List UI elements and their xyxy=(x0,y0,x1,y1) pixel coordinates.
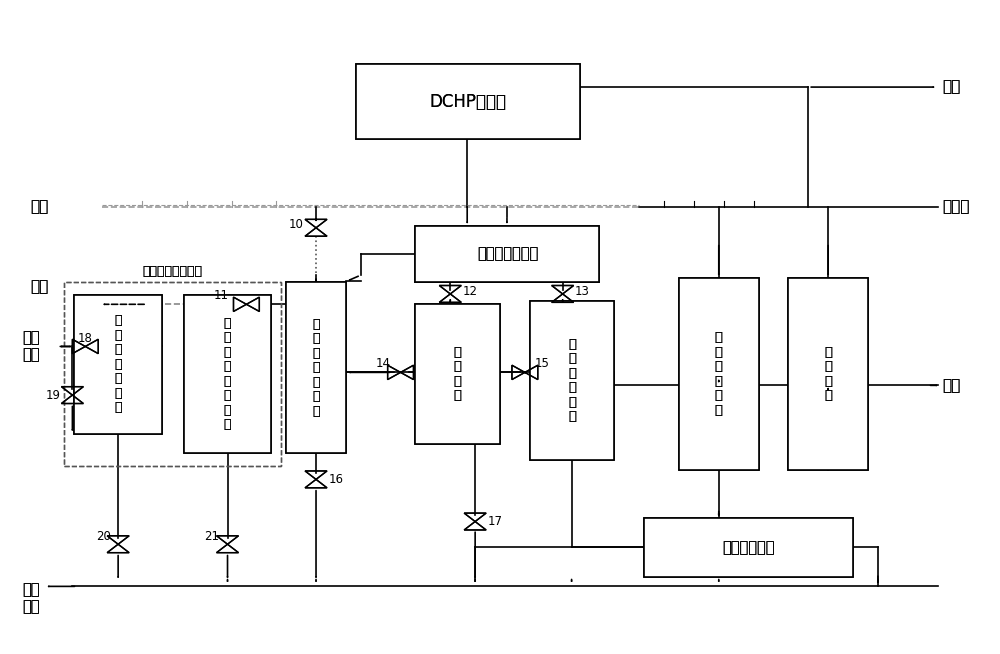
Text: 供热
回水: 供热 回水 xyxy=(23,330,40,363)
FancyBboxPatch shape xyxy=(74,294,162,434)
FancyBboxPatch shape xyxy=(679,279,759,470)
Text: 供冷: 供冷 xyxy=(943,378,961,393)
Text: 供热: 供热 xyxy=(31,279,49,294)
Text: 楼宇生活热水装置: 楼宇生活热水装置 xyxy=(143,266,203,279)
Text: 生
活
热
水
保
温
池: 生 活 热 水 保 温 池 xyxy=(114,315,122,414)
Text: 供热: 供热 xyxy=(31,279,49,294)
Text: 压
缩
式
制
冷
机: 压 缩 式 制 冷 机 xyxy=(715,332,723,417)
Text: 热网: 热网 xyxy=(31,199,49,215)
Text: 微网: 微网 xyxy=(943,80,961,95)
Text: 高温汽水换热器: 高温汽水换热器 xyxy=(477,247,538,262)
FancyBboxPatch shape xyxy=(644,518,853,577)
FancyBboxPatch shape xyxy=(74,294,162,434)
FancyBboxPatch shape xyxy=(356,64,580,139)
Text: 生活
热水: 生活 热水 xyxy=(23,582,40,614)
Text: 14: 14 xyxy=(376,358,391,370)
Text: 冰
蓄
冷
机: 冰 蓄 冷 机 xyxy=(824,346,832,402)
Text: 15: 15 xyxy=(535,358,550,370)
FancyBboxPatch shape xyxy=(415,304,500,443)
Text: 18: 18 xyxy=(78,332,93,345)
Text: 21: 21 xyxy=(205,530,220,543)
Text: 低温余热锅炉: 低温余热锅炉 xyxy=(722,540,775,555)
Text: 高温汽水换热器: 高温汽水换热器 xyxy=(477,247,538,262)
FancyBboxPatch shape xyxy=(530,301,614,460)
Text: 供热
回水: 供热 回水 xyxy=(23,330,40,363)
Text: 溴
化
锂
制
冷
机: 溴 化 锂 制 冷 机 xyxy=(568,337,576,423)
Text: 蓄
热
装
置: 蓄 热 装 置 xyxy=(454,346,462,402)
FancyBboxPatch shape xyxy=(679,279,759,470)
Text: 供冷: 供冷 xyxy=(943,378,961,393)
Text: 热网: 热网 xyxy=(31,199,49,215)
FancyBboxPatch shape xyxy=(356,64,580,139)
Text: 10: 10 xyxy=(288,218,303,231)
Text: 压
缩
式
制
冷
机: 压 缩 式 制 冷 机 xyxy=(715,332,723,417)
Text: 20: 20 xyxy=(96,530,111,543)
Text: 蓄
热
装
置: 蓄 热 装 置 xyxy=(454,346,462,402)
Text: 12: 12 xyxy=(462,286,477,298)
Text: 溴
化
锂
制
冷
机: 溴 化 锂 制 冷 机 xyxy=(568,337,576,423)
Text: 楼宇生活热水装置: 楼宇生活热水装置 xyxy=(143,266,203,279)
Text: 低温余热锅炉: 低温余热锅炉 xyxy=(722,540,775,555)
Text: 中
温
汽
水
换
热
器: 中 温 汽 水 换 热 器 xyxy=(312,318,320,417)
Text: 生活
热水: 生活 热水 xyxy=(23,582,40,614)
Text: 13: 13 xyxy=(575,286,589,298)
FancyBboxPatch shape xyxy=(184,294,271,453)
FancyBboxPatch shape xyxy=(530,301,614,460)
Text: DCHP能源站: DCHP能源站 xyxy=(429,93,506,111)
FancyBboxPatch shape xyxy=(286,282,346,453)
Text: 中
温
汽
水
换
热
器: 中 温 汽 水 换 热 器 xyxy=(312,318,320,417)
Text: 太
阳
能
集
热
热
水
器: 太 阳 能 集 热 热 水 器 xyxy=(224,317,231,431)
FancyBboxPatch shape xyxy=(788,279,868,470)
Text: 生
活
热
水
保
温
池: 生 活 热 水 保 温 池 xyxy=(114,315,122,414)
FancyBboxPatch shape xyxy=(415,226,599,282)
Text: 19: 19 xyxy=(45,388,60,402)
Text: 微网: 微网 xyxy=(943,80,961,95)
Text: 冰
蓄
冷
机: 冰 蓄 冷 机 xyxy=(824,346,832,402)
Text: 配电线: 配电线 xyxy=(943,199,970,215)
Text: 16: 16 xyxy=(329,473,344,486)
FancyBboxPatch shape xyxy=(415,304,500,443)
Text: 配电线: 配电线 xyxy=(943,199,970,215)
Text: 17: 17 xyxy=(488,515,503,528)
FancyBboxPatch shape xyxy=(415,226,599,282)
FancyBboxPatch shape xyxy=(184,294,271,453)
Text: 11: 11 xyxy=(214,289,229,302)
Text: DCHP能源站: DCHP能源站 xyxy=(429,93,506,111)
FancyBboxPatch shape xyxy=(788,279,868,470)
FancyBboxPatch shape xyxy=(644,518,853,577)
FancyBboxPatch shape xyxy=(286,282,346,453)
Text: 太
阳
能
集
热
热
水
器: 太 阳 能 集 热 热 水 器 xyxy=(224,317,231,431)
